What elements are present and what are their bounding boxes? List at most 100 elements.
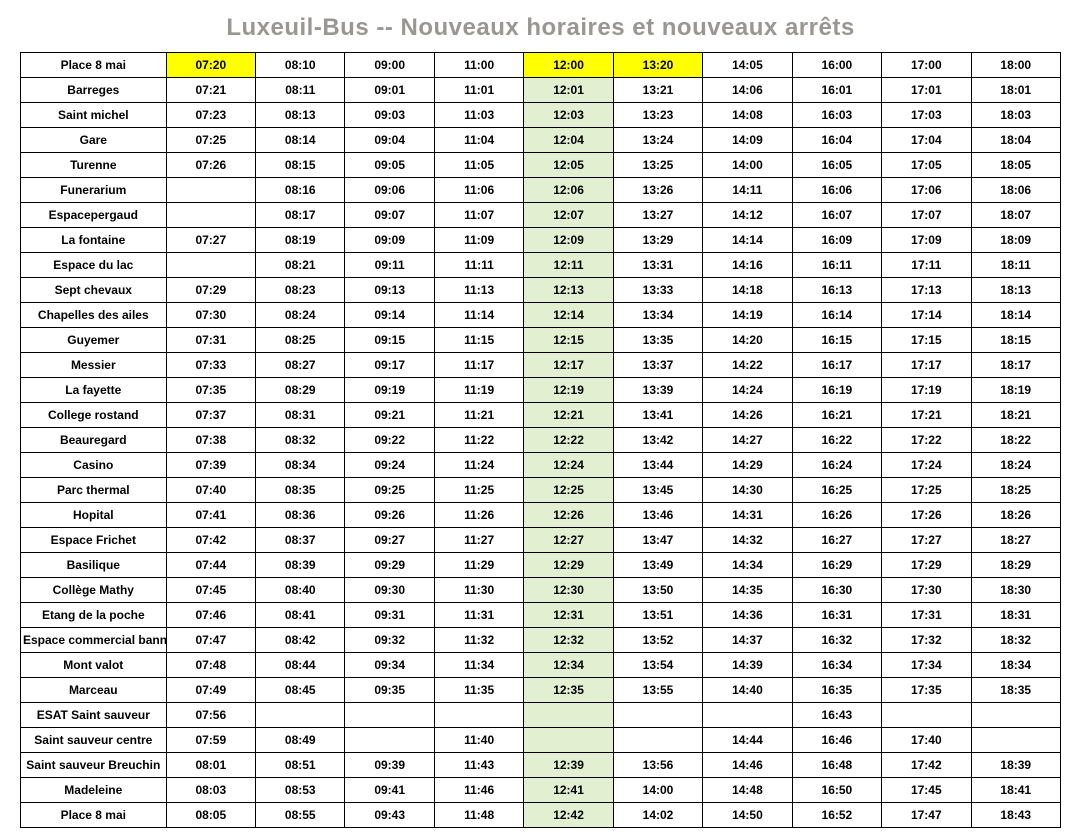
time-cell: 11:04 xyxy=(434,128,523,153)
stop-name-cell: Espace Frichet xyxy=(21,528,167,553)
time-cell: 14:08 xyxy=(703,103,792,128)
time-cell: 09:17 xyxy=(345,353,434,378)
time-cell: 16:48 xyxy=(792,753,881,778)
time-cell: 11:46 xyxy=(434,778,523,803)
time-cell: 18:19 xyxy=(971,378,1060,403)
time-cell: 18:43 xyxy=(971,803,1060,828)
time-cell: 11:13 xyxy=(434,278,523,303)
stop-name-cell: Place 8 mai xyxy=(21,53,167,78)
time-cell: 08:17 xyxy=(256,203,345,228)
time-cell: 09:15 xyxy=(345,328,434,353)
time-cell: 14:00 xyxy=(613,778,702,803)
time-cell: 08:37 xyxy=(256,528,345,553)
time-cell xyxy=(882,703,971,728)
table-row: ESAT Saint sauveur07:56 16:43 xyxy=(21,703,1061,728)
time-cell: 14:46 xyxy=(703,753,792,778)
stop-name-cell: Espace du lac xyxy=(21,253,167,278)
table-row: Collège Mathy07:4508:4009:3011:3012:3013… xyxy=(21,578,1061,603)
time-cell: 08:45 xyxy=(256,678,345,703)
time-cell: 17:30 xyxy=(882,578,971,603)
time-cell: 12:07 xyxy=(524,203,613,228)
time-cell: 17:04 xyxy=(882,128,971,153)
time-cell: 14:19 xyxy=(703,303,792,328)
time-cell: 08:01 xyxy=(166,753,255,778)
stop-name-cell: Turenne xyxy=(21,153,167,178)
time-cell: 14:36 xyxy=(703,603,792,628)
time-cell: 07:26 xyxy=(166,153,255,178)
time-cell: 14:34 xyxy=(703,553,792,578)
time-cell: 11:05 xyxy=(434,153,523,178)
table-row: Barreges07:2108:1109:0111:0112:0113:2114… xyxy=(21,78,1061,103)
table-row: Basilique07:4408:3909:2911:2912:2913:491… xyxy=(21,553,1061,578)
table-row: Saint sauveur Breuchin08:0108:5109:3911:… xyxy=(21,753,1061,778)
time-cell: 13:46 xyxy=(613,503,702,528)
time-cell: 18:31 xyxy=(971,603,1060,628)
time-cell xyxy=(166,178,255,203)
time-cell: 12:21 xyxy=(524,403,613,428)
time-cell: 16:17 xyxy=(792,353,881,378)
time-cell: 08:03 xyxy=(166,778,255,803)
time-cell: 16:07 xyxy=(792,203,881,228)
time-cell: 13:21 xyxy=(613,78,702,103)
time-cell: 16:03 xyxy=(792,103,881,128)
time-cell: 09:14 xyxy=(345,303,434,328)
time-cell: 14:26 xyxy=(703,403,792,428)
time-cell: 16:19 xyxy=(792,378,881,403)
table-row: Saint sauveur centre07:5908:4911:4014:44… xyxy=(21,728,1061,753)
time-cell: 18:14 xyxy=(971,303,1060,328)
time-cell: 18:29 xyxy=(971,553,1060,578)
stop-name-cell: Saint sauveur Breuchin xyxy=(21,753,167,778)
table-row: Turenne07:2608:1509:0511:0512:0513:2514:… xyxy=(21,153,1061,178)
time-cell: 07:21 xyxy=(166,78,255,103)
stop-name-cell: Parc thermal xyxy=(21,478,167,503)
time-cell: 14:02 xyxy=(613,803,702,828)
time-cell: 17:31 xyxy=(882,603,971,628)
time-cell: 12:03 xyxy=(524,103,613,128)
time-cell: 13:25 xyxy=(613,153,702,178)
time-cell: 16:31 xyxy=(792,603,881,628)
time-cell: 12:42 xyxy=(524,803,613,828)
table-row: Parc thermal07:4008:3509:2511:2512:2513:… xyxy=(21,478,1061,503)
time-cell: 12:27 xyxy=(524,528,613,553)
time-cell: 08:13 xyxy=(256,103,345,128)
time-cell: 16:26 xyxy=(792,503,881,528)
time-cell: 08:39 xyxy=(256,553,345,578)
time-cell: 13:20 xyxy=(613,53,702,78)
time-cell: 07:56 xyxy=(166,703,255,728)
time-cell: 18:04 xyxy=(971,128,1060,153)
time-cell: 16:09 xyxy=(792,228,881,253)
time-cell: 14:11 xyxy=(703,178,792,203)
time-cell: 08:41 xyxy=(256,603,345,628)
time-cell: 12:29 xyxy=(524,553,613,578)
time-cell: 13:56 xyxy=(613,753,702,778)
time-cell: 18:21 xyxy=(971,403,1060,428)
time-cell: 14:31 xyxy=(703,503,792,528)
time-cell: 07:48 xyxy=(166,653,255,678)
stop-name-cell: ESAT Saint sauveur xyxy=(21,703,167,728)
time-cell: 17:09 xyxy=(882,228,971,253)
time-cell: 14:35 xyxy=(703,578,792,603)
time-cell: 17:21 xyxy=(882,403,971,428)
time-cell: 17:19 xyxy=(882,378,971,403)
time-cell: 17:29 xyxy=(882,553,971,578)
stop-name-cell: Casino xyxy=(21,453,167,478)
time-cell: 16:21 xyxy=(792,403,881,428)
time-cell: 13:50 xyxy=(613,578,702,603)
time-cell: 16:43 xyxy=(792,703,881,728)
time-cell: 08:32 xyxy=(256,428,345,453)
time-cell: 12:32 xyxy=(524,628,613,653)
time-cell: 11:25 xyxy=(434,478,523,503)
time-cell: 14:22 xyxy=(703,353,792,378)
time-cell: 13:37 xyxy=(613,353,702,378)
time-cell: 09:35 xyxy=(345,678,434,703)
stop-name-cell: Place 8 mai xyxy=(21,803,167,828)
time-cell: 08:36 xyxy=(256,503,345,528)
time-cell: 09:30 xyxy=(345,578,434,603)
time-cell: 18:24 xyxy=(971,453,1060,478)
time-cell: 09:25 xyxy=(345,478,434,503)
time-cell: 16:30 xyxy=(792,578,881,603)
table-row: Mont valot07:4808:4409:3411:3412:3413:54… xyxy=(21,653,1061,678)
time-cell: 11:15 xyxy=(434,328,523,353)
time-cell: 13:26 xyxy=(613,178,702,203)
table-row: Guyemer07:3108:2509:1511:1512:1513:3514:… xyxy=(21,328,1061,353)
